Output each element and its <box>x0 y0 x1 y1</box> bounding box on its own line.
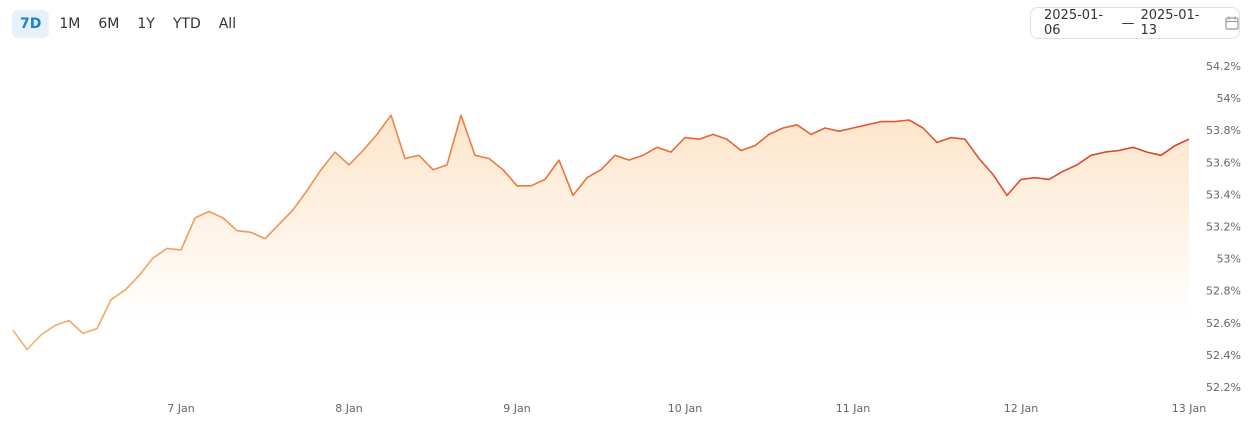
date-separator: — <box>1121 15 1135 31</box>
x-tick-label: 11 Jan <box>836 402 870 415</box>
y-tick-label: 52.2% <box>1206 381 1241 394</box>
range-button[interactable]: 7D <box>12 10 50 38</box>
line <box>12 114 1190 351</box>
date-from[interactable]: 2025-01-06 <box>1044 8 1104 38</box>
date-range-picker[interactable]: 2025-01-06 — 2025-01-13 <box>1030 7 1240 39</box>
x-tick-label: 12 Jan <box>1004 402 1038 415</box>
y-tick-label: 53.2% <box>1206 221 1241 234</box>
range-button[interactable]: 1Y <box>137 16 155 32</box>
y-tick-label: 53% <box>1217 253 1241 266</box>
y-tick-label: 53.4% <box>1206 188 1241 201</box>
x-tick-label: 10 Jan <box>668 402 702 415</box>
x-tick-label: 8 Jan <box>335 402 362 415</box>
range-button[interactable]: All <box>218 16 237 32</box>
calendar-icon[interactable] <box>1224 15 1239 31</box>
x-tick-label: 13 Jan <box>1172 402 1206 415</box>
y-tick-label: 52.6% <box>1206 317 1241 330</box>
range-button[interactable]: 1M <box>59 16 81 32</box>
y-tick-label: 52.4% <box>1206 349 1241 362</box>
range-button[interactable]: YTD <box>172 16 201 32</box>
date-to[interactable]: 2025-01-13 <box>1140 8 1200 38</box>
x-tick-label: 9 Jan <box>503 402 530 415</box>
x-tick-label: 7 Jan <box>167 402 194 415</box>
y-tick-label: 53.6% <box>1206 156 1241 169</box>
area <box>13 115 1189 388</box>
range-button[interactable]: 6M <box>98 16 120 32</box>
y-tick-label: 53.8% <box>1206 124 1241 137</box>
y-tick-label: 54% <box>1217 92 1241 105</box>
y-tick-label: 52.8% <box>1206 285 1241 298</box>
y-tick-label: 54.2% <box>1206 60 1241 73</box>
range-selector: 7D 1M 6M 1Y YTD All <box>12 10 244 38</box>
